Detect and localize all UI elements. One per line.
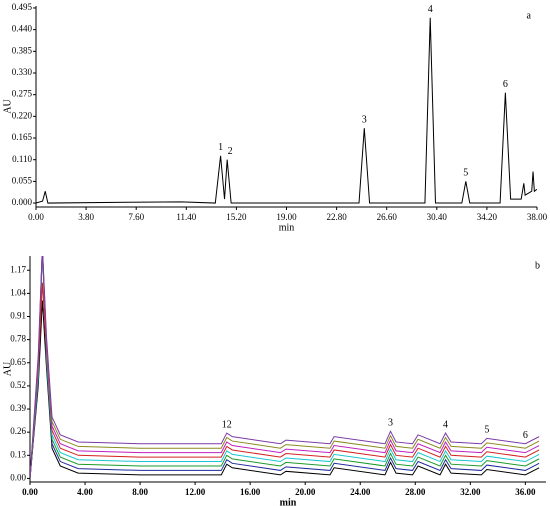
y-tick-label: 1.04: [10, 287, 26, 297]
x-tick-label: 30.40: [427, 212, 448, 222]
y-tick-label: 0.110: [12, 154, 32, 164]
peak-label: 6: [503, 79, 508, 90]
x-tick-label: 0.00: [22, 487, 38, 497]
peak-label: 3: [388, 418, 393, 429]
peak-label: 1: [218, 142, 223, 153]
x-tick-label: 0.00: [28, 212, 44, 222]
peak-label: 4: [428, 4, 433, 15]
y-tick-label: 0.00: [10, 473, 26, 483]
y-tick-label: 0.220: [12, 110, 33, 120]
traces: [30, 256, 540, 479]
x-axis-label: min: [279, 222, 295, 233]
y-tick-label: 0.78: [10, 334, 26, 344]
y-tick-label: 0.440: [12, 24, 33, 34]
x-tick-label: 16.00: [240, 487, 261, 497]
trace: [30, 300, 540, 479]
x-tick-label: 36.00: [515, 487, 536, 497]
y-tick-label: 0.26: [10, 426, 26, 436]
peak-label: 3: [362, 114, 367, 125]
traces: [36, 17, 537, 204]
x-tick-label: 15.20: [226, 212, 247, 222]
panel-label: a: [527, 10, 532, 21]
trace: [30, 256, 540, 479]
trace: [30, 256, 540, 479]
trace: [30, 256, 540, 479]
peak-label: 6: [523, 430, 528, 441]
x-tick-label: 8.00: [132, 487, 148, 497]
peak-label: 4: [443, 419, 448, 430]
trace: [36, 17, 537, 204]
x-tick-label: 7.60: [128, 212, 144, 222]
y-axis-label: AU: [2, 99, 13, 114]
x-tick-label: 32.00: [460, 487, 481, 497]
x-axis-label: min: [280, 497, 297, 506]
x-tick-label: 4.00: [77, 487, 93, 497]
peak-label: 12: [222, 419, 232, 430]
peak-label: 5: [463, 168, 468, 179]
x-tick-label: 38.00: [527, 212, 548, 222]
y-axis-label: AU: [2, 361, 13, 376]
x-tick-label: 24.00: [350, 487, 371, 497]
y-tick-label: 0.52: [10, 380, 26, 390]
y-tick-label: 0.13: [10, 449, 26, 459]
x-tick-label: 19.00: [276, 212, 297, 222]
x-tick-label: 22.80: [326, 212, 347, 222]
x-tick-label: 26.60: [377, 212, 398, 222]
x-tick-label: 11.40: [176, 212, 196, 222]
y-tick-label: 0.330: [12, 67, 33, 77]
trace: [30, 256, 540, 479]
panel-label: b: [535, 260, 540, 271]
trace: [30, 282, 540, 479]
y-tick-label: 0.275: [12, 89, 33, 99]
y-tick-label: 0.000: [12, 197, 33, 207]
x-tick-label: 3.80: [78, 212, 94, 222]
x-tick-label: 28.00: [405, 487, 426, 497]
y-tick-label: 0.055: [12, 175, 33, 185]
y-tick-label: 0.39: [10, 403, 26, 413]
y-tick-label: 0.385: [12, 45, 33, 55]
peak-label: 5: [484, 425, 489, 436]
y-tick-label: 1.17: [10, 264, 26, 274]
trace: [30, 256, 540, 479]
x-tick-label: 34.20: [477, 212, 498, 222]
peak-label: 2: [228, 146, 233, 157]
x-tick-label: 12.00: [185, 487, 206, 497]
x-tick-label: 20.00: [295, 487, 316, 497]
y-tick-label: 0.495: [12, 2, 33, 12]
y-tick-label: 0.65: [10, 357, 26, 367]
y-tick-label: 0.165: [12, 132, 33, 142]
trace: [30, 256, 540, 479]
y-tick-label: 0.91: [10, 311, 26, 321]
